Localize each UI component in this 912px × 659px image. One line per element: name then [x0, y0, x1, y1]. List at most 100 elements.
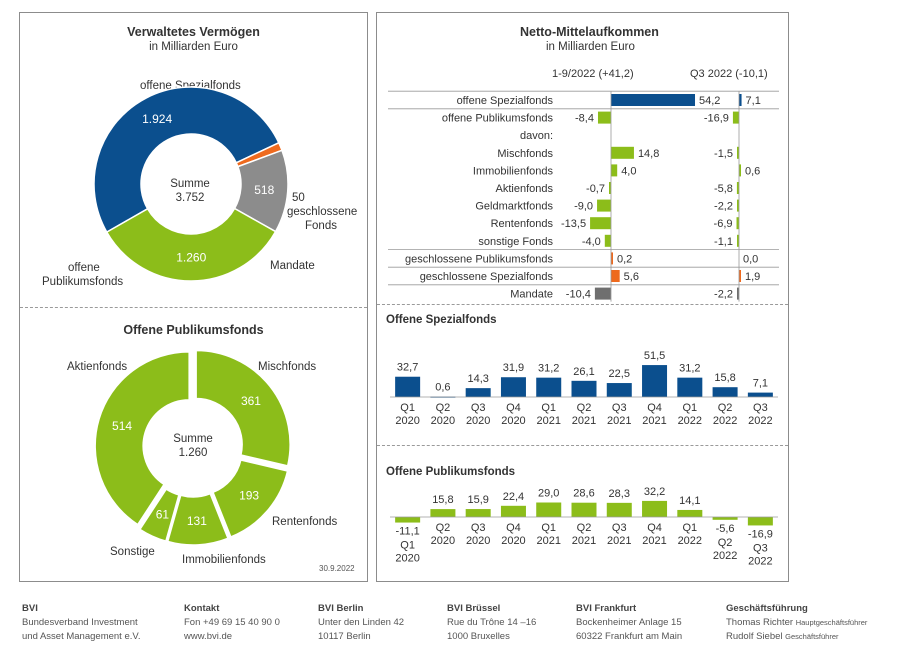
publikum-tick-quarter-6: Q3: [612, 522, 627, 534]
netto-value-c2-geschlossene-publikumsfonds: 0,0: [743, 253, 758, 265]
aum-label-mandate: Mandate: [270, 260, 315, 272]
spezial-tick-quarter-10: Q3: [753, 402, 768, 414]
netto-bar-c2-sonstige-fonds: [737, 234, 739, 247]
netto-row-label-rentenfonds: Rentenfonds: [491, 218, 554, 230]
netto-bar-c2-aktienfonds: [736, 182, 739, 194]
netto-row-label-davon: davon:: [520, 130, 553, 142]
netto-value-c1-geschlossene-publikumsfonds: 0,2: [617, 253, 632, 265]
footer-kontakt-web[interactable]: www.bvi.de: [184, 631, 233, 642]
publikum-bar-2: [465, 509, 491, 517]
spezial-bar-3: [500, 377, 526, 397]
right-divider-2: [377, 445, 788, 446]
footer-frankfurt: BVI Frankfurt Bockenheimer Anlage 15 603…: [576, 602, 682, 644]
netto-row-label-geschlossene-publikumsfonds: geschlossene Publikumsfonds: [405, 253, 553, 265]
publikum-bar-label-9: -5,6: [716, 523, 735, 535]
netto-row-label-offene-spezialfonds: offene Spezialfonds: [457, 95, 554, 107]
spezial-bar-label-1: 0,6: [435, 382, 450, 394]
footer-bruessel-line2: 1000 Bruxelles: [447, 631, 510, 642]
spezial-bar-6: [606, 383, 632, 397]
publikum-slice-value-aktienfonds: 514: [112, 419, 132, 433]
netto-bar-c2-rentenfonds: [736, 217, 739, 230]
netto-row-label-sonstige-fonds: sonstige Fonds: [478, 236, 553, 248]
publikum-label-renten: Rentenfonds: [272, 516, 338, 528]
aum-label-geschlossen-value: 50: [292, 192, 305, 204]
netto-bar-c1-immobilienfonds: [611, 164, 618, 177]
publikum-bar-8: [677, 509, 703, 517]
netto-value-c1-rentenfonds: -13,5: [561, 218, 586, 230]
netto-value-c1-mischfonds: 14,8: [638, 148, 659, 160]
spezial-tick-year-7: 2021: [642, 415, 666, 427]
publikum-bar-1: [430, 509, 456, 517]
publikum-bar-6: [606, 502, 632, 517]
publikum-slice-aktienfonds: [94, 351, 190, 526]
netto-bar-c2-geschlossene-spezialfonds: [739, 270, 741, 282]
publikum-tick-year-9: 2022: [713, 550, 737, 562]
aum-label-spezial: offene Spezialfonds: [140, 80, 241, 92]
footer-gf-heading: Geschäftsführung: [726, 603, 808, 614]
aum-slice-value-mandate: 518: [254, 183, 274, 197]
netto-row-label-offene-publikumsfonds: offene Publikumsfonds: [442, 113, 554, 125]
publikum-center-value: 1.260: [178, 447, 208, 459]
publikum-slice-rentenfonds: [212, 459, 289, 538]
footer-berlin: BVI Berlin Unter den Linden 42 10117 Ber…: [318, 602, 404, 644]
publikum-tick-quarter-7: Q4: [647, 522, 662, 534]
publikum-tick-quarter-1: Q2: [436, 522, 451, 534]
footer-frankfurt-line1: Bockenheimer Anlage 15: [576, 617, 682, 628]
spezial-tick-quarter-5: Q2: [577, 402, 592, 414]
footer-gf-name1: Thomas Richter: [726, 617, 794, 628]
footer-frankfurt-line2: 60322 Frankfurt am Main: [576, 631, 683, 642]
netto-bar-c2-mandate: [737, 287, 739, 300]
publikum-tick-year-3: 2020: [501, 535, 525, 547]
spezial-bar-10: [747, 392, 773, 397]
publikum-bar-label-6: 28,3: [609, 488, 630, 500]
spezial-bar-0: [395, 376, 421, 397]
date-stamp: 30.9.2022: [319, 564, 355, 573]
netto-bar-c1-geschlossene-publikumsfonds: [611, 252, 613, 265]
netto-bar-c1-mischfonds: [611, 146, 634, 159]
publikum-tick-year-10: 2022: [748, 555, 772, 567]
aum-slice-value-offene-spezialfonds: 1.924: [142, 112, 172, 126]
publikum-tick-year-5: 2021: [572, 535, 596, 547]
publikum-bar-label-4: 29,0: [538, 488, 559, 500]
spezial-tick-year-2: 2020: [466, 415, 490, 427]
spezial-tick-year-3: 2020: [501, 415, 525, 427]
spezial-bar-label-9: 15,8: [714, 372, 735, 384]
aum-slice-offene-spezialfonds: [93, 86, 280, 234]
publikum-label-sonstige: Sonstige: [110, 546, 155, 558]
publikum-tick-year-1: 2020: [431, 535, 455, 547]
spezial-tick-quarter-9: Q2: [718, 402, 733, 414]
netto-col2-header: Q3 2022 (-10,1): [690, 68, 768, 80]
publikum-bar-label-8: 14,1: [679, 495, 700, 507]
publikum-tick-quarter-0: Q1: [400, 540, 415, 552]
publikum-slice-value-mischfonds: 361: [241, 394, 261, 408]
footer-gf-role1: Hauptgeschäftsführer: [795, 618, 868, 627]
publikum-tick-year-8: 2022: [678, 535, 702, 547]
netto-bar-c2-offene-spezialfonds: [739, 94, 742, 106]
publikum-bar-label-0: -11,1: [396, 526, 420, 538]
netto-value-c1-geldmarktfonds: -9,0: [574, 201, 593, 213]
footer-berlin-line1: Unter den Linden 42: [318, 617, 405, 628]
footer-gf-row2: Rudolf Siebel Geschäftsführer: [726, 630, 867, 644]
netto-row-label-geldmarktfonds: Geldmarktfonds: [475, 201, 553, 213]
publikum-bar-4: [536, 502, 562, 517]
spezial-bar-label-0: 32,7: [397, 362, 418, 374]
aum-center-label: Summe: [170, 178, 210, 190]
publikum-label-immo: Immobilienfonds: [182, 554, 266, 566]
netto-value-c2-geldmarktfonds: -2,2: [714, 201, 733, 213]
footer-bruessel-line1: Rue du Trône 14 –16: [447, 617, 537, 628]
netto-value-c2-mischfonds: -1,5: [714, 148, 733, 160]
netto-value-c1-offene-publikumsfonds: -8,4: [575, 113, 594, 125]
publikum-tick-quarter-3: Q4: [506, 522, 521, 534]
publikum-tick-quarter-10: Q3: [753, 542, 768, 554]
publikum-chart-title: Offene Publikumsfonds: [386, 466, 516, 478]
netto-row-label-geschlossene-spezialfonds: geschlossene Spezialfonds: [420, 271, 554, 283]
netto-value-c2-mandate: -2,2: [714, 289, 733, 301]
netto-bar-c1-offene-spezialfonds: [611, 94, 696, 106]
netto-bar-c1-geldmarktfonds: [597, 199, 611, 212]
publikum-bar-label-5: 28,6: [573, 488, 594, 500]
publikum-label-misch: Mischfonds: [258, 361, 317, 373]
footer-kontakt-heading: Kontakt: [184, 603, 220, 614]
netto-bar-c2-offene-publikumsfonds: [732, 111, 739, 124]
footer-bvi-line2: und Asset Management e.V.: [22, 631, 141, 642]
spezial-bar-label-7: 51,5: [644, 350, 665, 362]
